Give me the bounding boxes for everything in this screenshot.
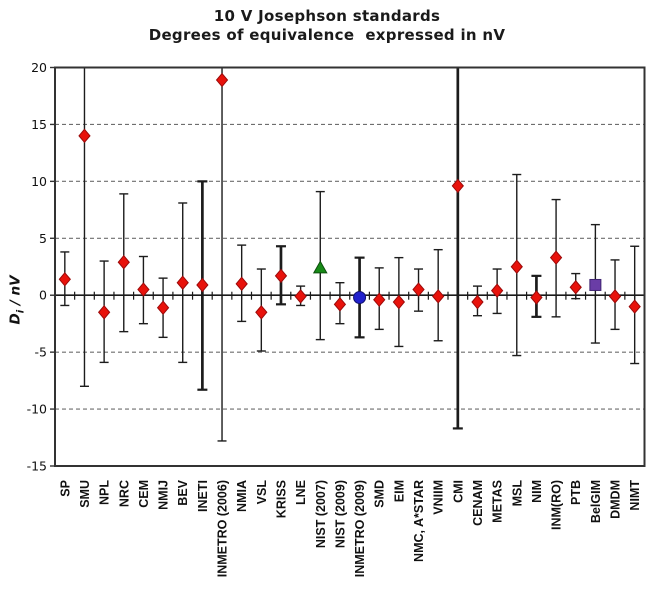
x-label-ptb: PTB [569,480,583,505]
x-label-vsl: VSL [255,480,269,505]
y-tick-label-5: 5 [39,231,47,246]
x-label-ineti: INETI [196,480,210,512]
x-label-nim: NIM [530,480,544,503]
marker-sp [58,271,71,287]
x-label-belgim: BelGIM [589,480,603,523]
marker-ptb [569,279,582,295]
plot-border [54,66,646,467]
marker-dmdm [608,289,622,304]
x-label-kriss: KRISS [274,480,288,518]
marker-inmetro-2006 [215,72,229,88]
marker-kriss [274,268,288,284]
x-label-nmia: NMIA [235,480,249,512]
marker-cenam [471,294,484,310]
marker-inmetro-2009 [353,290,367,304]
x-label-eim: EIM [392,480,406,502]
marker-nrc [117,254,130,270]
y-tick-label--10: -10 [27,402,47,417]
y-tick-label-20: 20 [31,60,47,75]
y-tick-label-15: 15 [31,117,47,132]
x-label-msl: MSL [510,480,524,507]
errorbar-inmetro-2006 [217,67,227,442]
marker-npl [97,305,111,320]
marker-cem [137,282,150,297]
marker-cmi [451,178,464,194]
chart-title-block: 10 V Josephson standards Degrees of equi… [0,7,654,45]
x-label-sp: SP [58,480,72,497]
x-label-smu: SMU [78,480,92,508]
marker-metas [490,283,504,298]
marker-nist-2007 [312,260,328,274]
marker-belgim [589,278,602,291]
marker-bev [176,275,189,290]
marker-vniim [432,289,445,304]
chart-subtitle: Degrees of equivalence expressed in nV [148,26,506,44]
marker-smu [78,128,91,144]
marker-nmc-a-star [412,282,425,297]
marker-smd [373,292,386,308]
x-label-nrc: NRC [117,480,131,507]
x-label-dmdm: DMDM [609,480,623,519]
x-label-inmetro-2009: INMETRO (2009) [353,480,367,577]
y-tick-label--5: -5 [35,345,47,360]
x-label-nmc-a-star: NMC, A*STAR [412,480,426,562]
x-label-vniim: VNIIM [432,480,446,515]
x-label-metas: METAS [491,480,505,523]
marker-vsl [255,305,268,320]
marker-nimt [628,299,641,314]
marker-nist-2009 [333,297,347,312]
marker-ineti [196,277,209,293]
errorbar-cmi [452,67,463,430]
x-label-cenam: CENAM [471,480,485,526]
chart-title: 10 V Josephson standards [213,7,441,25]
x-label-nmij: NMIJ [157,480,171,510]
marker-nmia [235,276,248,292]
y-tick-label-0: 0 [39,288,47,303]
marker-nmij [156,300,170,316]
x-label-lne: LNE [294,480,308,505]
marker-nim [530,290,543,305]
marker-eim [392,294,406,310]
x-label-nimt: NIMT [628,480,642,511]
marker-inm-ro [549,250,563,265]
x-label-inm-ro: INM(RO) [550,480,564,530]
x-label-cmi: CMI [451,480,465,503]
x-label-nist-2007: NIST (2007) [314,480,328,548]
y-tick-label--15: -15 [27,459,47,474]
x-label-bev: BEV [176,479,190,505]
errorbar-smu [79,67,89,387]
x-label-inmetro-2006: INMETRO (2006) [216,480,230,577]
marker-msl [510,259,523,275]
y-tick-label-10: 10 [31,174,47,189]
marker-lne [294,289,307,304]
x-label-smd: SMD [373,480,387,508]
x-label-cem: CEM [137,480,151,508]
x-label-npl: NPL [98,480,112,505]
x-label-nist-2009: NIST (2009) [333,480,347,548]
